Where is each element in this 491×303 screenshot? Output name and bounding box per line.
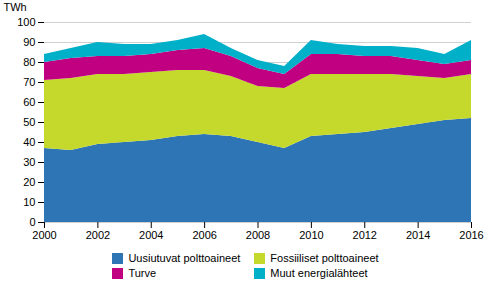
- svg-text:2016: 2016: [459, 229, 483, 241]
- svg-text:90: 90: [23, 36, 35, 48]
- svg-text:2012: 2012: [353, 229, 377, 241]
- svg-text:100: 100: [17, 16, 35, 28]
- svg-text:20: 20: [23, 176, 35, 188]
- svg-text:2008: 2008: [246, 229, 270, 241]
- svg-text:0: 0: [29, 216, 35, 228]
- html-text:Turve: Turve: [128, 267, 157, 279]
- html-text:Muut energialähteet: Muut energialähteet: [270, 267, 368, 279]
- svg-text:80: 80: [23, 56, 35, 68]
- svg-text:2014: 2014: [406, 229, 430, 241]
- svg-text:2010: 2010: [299, 229, 323, 241]
- svg-text:2006: 2006: [192, 229, 216, 241]
- svg-text:2002: 2002: [86, 229, 110, 241]
- svg-text:50: 50: [23, 116, 35, 128]
- svg-text:2004: 2004: [139, 229, 163, 241]
- svg-text:30: 30: [23, 156, 35, 168]
- svg-text:10: 10: [23, 196, 35, 208]
- svg-text:70: 70: [23, 76, 35, 88]
- svg-text:2000: 2000: [32, 229, 56, 241]
- svg-text:TWh: TWh: [4, 1, 27, 13]
- svg-text:40: 40: [23, 136, 35, 148]
- html-text:Fossiiliset polttoaineet: Fossiiliset polttoaineet: [270, 252, 379, 264]
- html-text:Uusiutuvat polttoaineet: Uusiutuvat polttoaineet: [128, 252, 241, 264]
- svg-text:60: 60: [23, 96, 35, 108]
